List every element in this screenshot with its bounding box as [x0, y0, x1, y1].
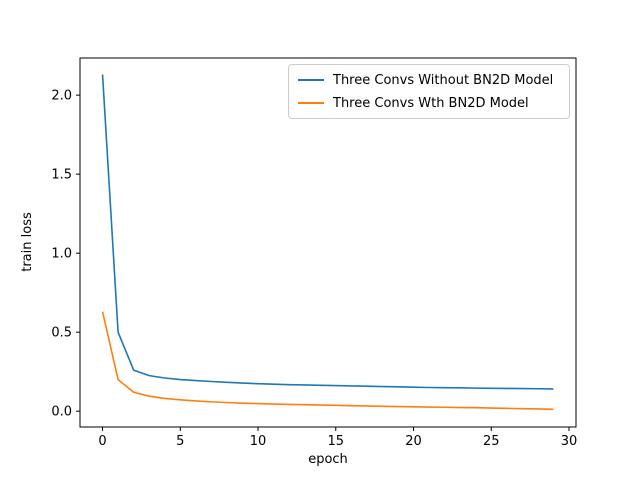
- series-line-1: [101, 311, 554, 411]
- legend-label: Three Convs Wth BN2D Model: [333, 95, 529, 111]
- legend-entry: Three Convs Without BN2D Model: [298, 72, 560, 88]
- y-tick-label: 0.5: [51, 326, 72, 341]
- legend-line-sample-icon: [298, 79, 324, 81]
- legend-entry: Three Convs Wth BN2D Model: [298, 95, 560, 111]
- x-tick-label: 0: [98, 434, 106, 449]
- legend-line-sample-icon: [298, 102, 324, 104]
- legend: Three Convs Without BN2D Model Three Con…: [288, 64, 570, 119]
- y-tick-label: 2.0: [51, 89, 72, 104]
- x-axis-label: epoch: [308, 452, 348, 467]
- x-tick-label: 30: [561, 434, 578, 449]
- x-tick-label: 5: [176, 434, 184, 449]
- y-axis-label: train loss: [20, 212, 35, 272]
- legend-label: Three Convs Without BN2D Model: [333, 72, 554, 88]
- x-tick-label: 25: [483, 434, 500, 449]
- series-lines: [101, 74, 554, 411]
- series-line-0: [101, 74, 554, 390]
- x-tick-label: 15: [328, 434, 345, 449]
- y-tick-label: 1.5: [51, 168, 72, 183]
- x-tick-label: 20: [405, 434, 422, 449]
- x-tick-label: 10: [250, 434, 267, 449]
- axis-ticks: 0 5 10 15 20 25 30 0.0 0.5 1.0 1.5 2.0: [51, 89, 577, 449]
- plot-area-border: [79, 57, 577, 428]
- y-tick-label: 1.0: [51, 247, 72, 262]
- y-tick-label: 0.0: [51, 405, 72, 420]
